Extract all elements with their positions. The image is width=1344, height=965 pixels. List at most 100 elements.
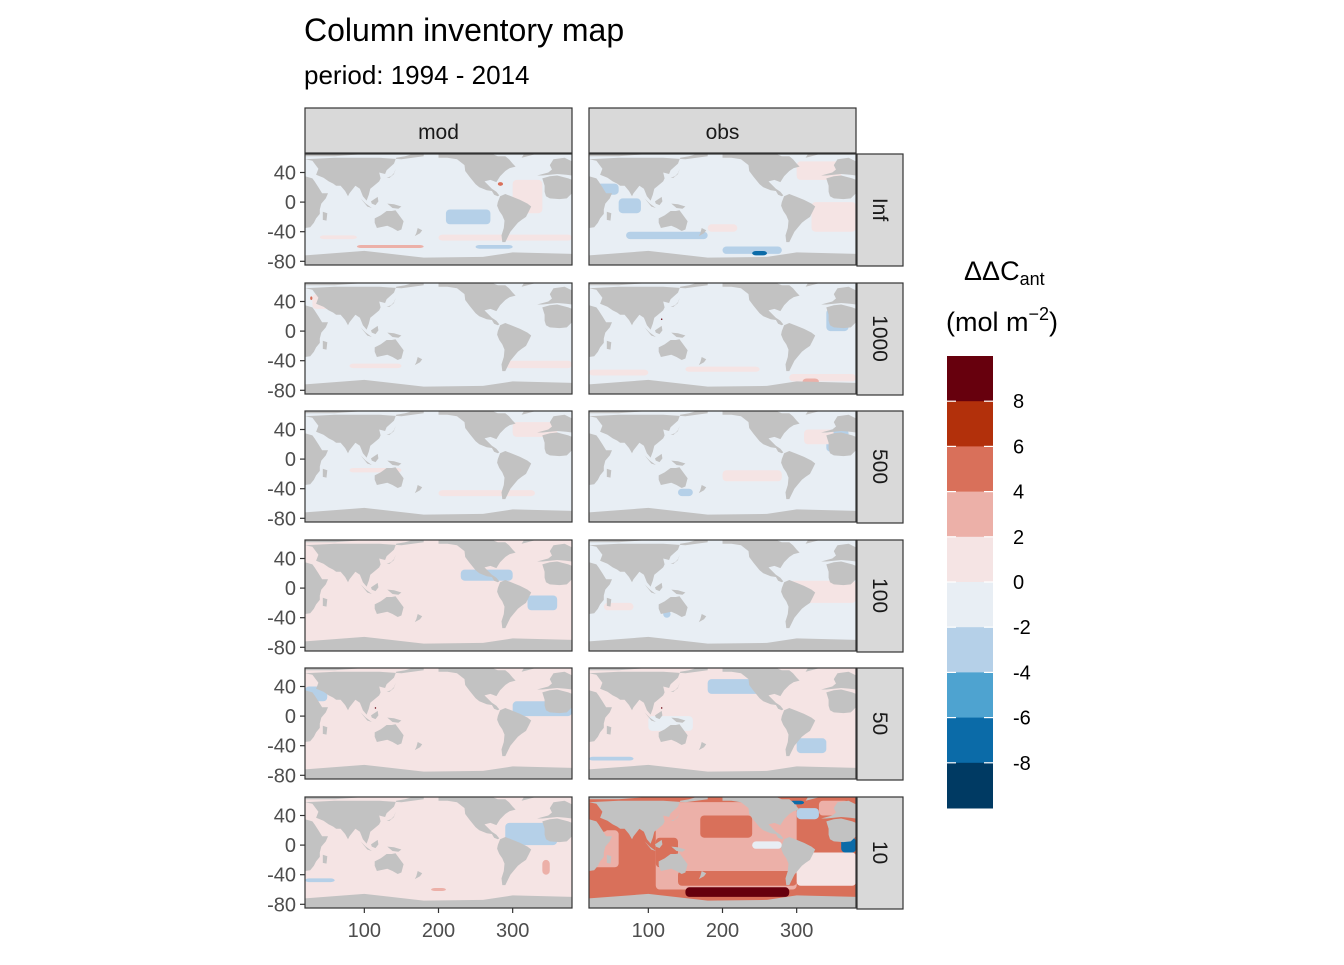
map-panel-mod-100 [305,540,572,651]
land-mass [781,323,816,372]
land-mass [658,596,688,617]
legend-title: ΔΔCant [964,256,1045,289]
land-mass [305,819,328,871]
land-mass [322,854,328,864]
legend-break-label: 2 [1013,527,1024,549]
land-mass [589,507,856,522]
y-tick-label: 40 [274,420,296,442]
anomaly-patch [603,602,634,611]
land-mass [371,710,379,720]
land-mass [826,818,856,843]
land-mass [322,725,328,735]
anomaly-patch [752,250,767,256]
panel-border [588,667,857,780]
land-mass [722,668,800,711]
land-mass [826,304,856,329]
facet-strip-label-500: 500 [868,449,891,484]
land-mass [542,175,572,200]
facet-strip-label-100: 100 [868,578,891,613]
land-mass [658,724,688,745]
map-panel-mod-500 [305,411,572,522]
land-mass [658,339,688,360]
land-mass [305,283,424,330]
land-mass [371,839,379,849]
land-mass [374,210,404,231]
panel-border [588,410,857,523]
land-mass [374,596,404,617]
y-tick-label: -40 [267,865,296,887]
land-mass [805,540,820,544]
land-mass [781,580,816,629]
land-mass [414,357,423,366]
facet-strip-label-mod: mod [418,121,459,144]
land-mass [589,819,612,871]
land-mass [805,411,820,415]
legend-break-label: -6 [1013,708,1031,730]
land-mass [414,228,423,237]
land-mass [589,797,708,844]
land-mass [497,323,532,372]
land-mass [655,196,663,206]
land-mass [589,562,612,614]
land-mass [722,283,800,326]
map-panel-obs-500 [589,411,856,522]
anomaly-patch [431,888,446,891]
x-tick-label: 300 [780,920,813,942]
legend-unit: (mol m−2) [946,304,1058,337]
land-mass [521,668,536,672]
legend-color-bar: 8 6 4 2 0 -2 -4 -6 -8 [947,356,1031,809]
y-tick-label: 40 [274,549,296,571]
facet-strip-label-1000: 1000 [868,315,891,362]
facet-strip-mod [304,107,573,154]
land-mass [805,154,820,158]
land-mass [698,871,707,880]
anomaly-patch [305,878,335,883]
y-tick-label: 40 [274,163,296,185]
land-mass [521,797,536,801]
x-tick-label: 200 [706,920,739,942]
land-mass [606,854,612,864]
panel-border [304,282,573,395]
land-mass [322,468,328,478]
y-tick-label: -80 [267,251,296,273]
land-mass [521,283,536,287]
anomaly-patch [310,296,313,301]
anomaly-patch [589,756,634,761]
panel-border [588,539,857,652]
legend-unit-suffix: ) [1049,307,1058,337]
anomaly-patch [804,429,834,445]
y-tick-label: 40 [274,806,296,828]
land-mass [826,561,856,586]
anomaly-patch [319,235,357,240]
anomaly-patch [475,245,513,249]
land-mass [589,764,856,779]
land-mass [781,837,816,886]
land-mass [305,540,424,587]
land-mass [374,339,404,360]
y-tick-label: -80 [267,508,296,530]
land-mass [698,485,707,494]
land-mass [305,797,424,844]
land-mass [305,764,572,779]
anomaly-patch [722,470,782,482]
land-mass [821,543,856,562]
land-mass [387,203,402,209]
legend-unit-exp: −2 [1029,304,1050,324]
land-mass [497,837,532,886]
land-mass [698,742,707,751]
land-mass [826,175,856,200]
land-mass [322,340,328,350]
land-mass [305,411,424,458]
y-tick-label: 40 [274,292,296,314]
map-panel-obs-10 [589,797,856,908]
land-mass [374,724,404,745]
anomaly-patch [445,209,491,225]
y-tick-label: 0 [285,578,296,600]
color-legend: ΔΔCant (mol m−2) 8 6 4 2 0 -2 -4 -6 -8 [946,256,1058,809]
land-mass [497,580,532,629]
land-mass [805,283,820,287]
land-mass [371,453,379,463]
land-mass [589,690,612,742]
land-mass [671,717,686,723]
